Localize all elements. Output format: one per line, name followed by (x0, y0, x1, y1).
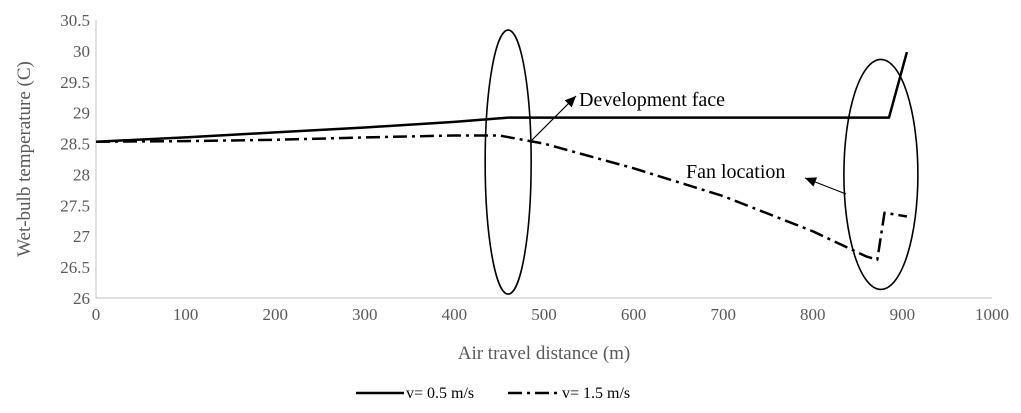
legend-label-v15: v= 1.5 m/s (562, 385, 630, 402)
series-line-1 (95, 134, 908, 261)
fan-location-label: Fan location (686, 161, 785, 183)
axes (95, 20, 992, 299)
y-tick-label: 26.5 (60, 258, 90, 277)
x-tick-label: 100 (173, 305, 199, 324)
y-tick-label: 30.5 (60, 11, 90, 30)
legend: v= 0.5 m/s v= 1.5 m/s (356, 385, 630, 402)
x-tick-label: 1000 (975, 305, 1009, 324)
y-tick-label: 28.5 (60, 135, 90, 154)
y-tick-labels: 26 26.5 27 27.5 28 28.5 29 29.5 30 30.5 (60, 11, 90, 308)
x-tick-label: 0 (92, 305, 101, 324)
y-tick-label: 26 (73, 289, 90, 308)
x-tick-label: 500 (531, 305, 557, 324)
y-tick-label: 29 (73, 104, 90, 123)
x-tick-labels: 0 100 200 300 400 500 600 700 800 900 1000 (92, 305, 1009, 324)
x-tick-label: 700 (710, 305, 736, 324)
x-axis-title: Air travel distance (m) (458, 343, 631, 364)
y-tick-label: 29.5 (60, 73, 90, 92)
development-face-label: Development face (579, 89, 725, 111)
y-tick-label: 30 (73, 42, 90, 61)
development-face-arrowhead (564, 96, 576, 108)
legend-label-v05: v= 0.5 m/s (406, 385, 474, 402)
series-line-0 (95, 51, 909, 143)
y-axis-title: Wet-bulb temperature (C) (14, 61, 35, 257)
annotations: Development face Fan location (484, 29, 919, 295)
x-tick-label: 200 (262, 305, 288, 324)
fan-location-arrowhead (805, 177, 818, 187)
x-tick-label: 600 (621, 305, 647, 324)
x-tick-label: 300 (352, 305, 378, 324)
x-tick-label: 900 (890, 305, 916, 324)
fan-location-ellipse (843, 58, 919, 291)
y-tick-label: 27.5 (60, 196, 90, 215)
y-tick-label: 27 (73, 227, 91, 246)
y-tick-label: 28 (73, 165, 90, 184)
series-layer (95, 51, 909, 261)
development-face-ellipse (484, 29, 532, 295)
x-tick-label: 800 (800, 305, 826, 324)
x-tick-label: 400 (442, 305, 468, 324)
